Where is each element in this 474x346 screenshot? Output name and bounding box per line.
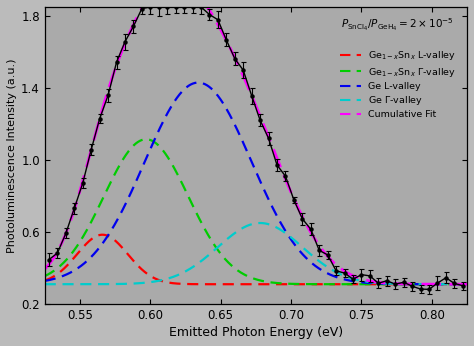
Y-axis label: Photoluminescence Intensity (a.u.): Photoluminescence Intensity (a.u.) xyxy=(7,58,17,253)
Legend: Ge$_{1-x}$Sn$_x$ L-valley, Ge$_{1-x}$Sn$_x$ $\Gamma$-valley, Ge L-valley, Ge $\G: Ge$_{1-x}$Sn$_x$ L-valley, Ge$_{1-x}$Sn$… xyxy=(336,45,460,123)
Text: $P_{\mathrm{SnCl_4}}/P_{\mathrm{GeH_4}} = 2\times10^{-5}$: $P_{\mathrm{SnCl_4}}/P_{\mathrm{GeH_4}} … xyxy=(341,16,455,33)
X-axis label: Emitted Photon Energy (eV): Emitted Photon Energy (eV) xyxy=(169,326,343,339)
